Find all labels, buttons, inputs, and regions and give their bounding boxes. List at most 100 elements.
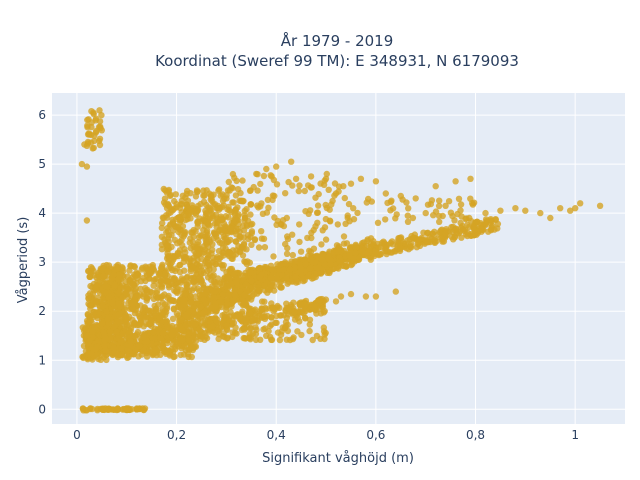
data-point bbox=[243, 246, 250, 253]
data-point bbox=[242, 314, 249, 322]
data-point bbox=[452, 178, 459, 185]
data-point bbox=[248, 241, 255, 248]
data-point bbox=[263, 264, 270, 271]
data-point bbox=[104, 268, 112, 275]
data-point bbox=[463, 215, 470, 222]
data-point bbox=[442, 202, 449, 209]
data-point bbox=[314, 202, 322, 209]
data-point bbox=[201, 308, 208, 315]
data-point bbox=[291, 258, 298, 265]
data-point bbox=[291, 264, 298, 271]
data-point bbox=[135, 353, 142, 360]
data-point bbox=[248, 277, 255, 285]
y-tick-label: 2 bbox=[38, 304, 46, 318]
data-point bbox=[241, 258, 248, 265]
data-point bbox=[270, 176, 278, 184]
data-point bbox=[325, 186, 332, 193]
data-point bbox=[407, 243, 414, 250]
data-point bbox=[392, 288, 399, 295]
data-point bbox=[209, 241, 216, 248]
data-point bbox=[83, 407, 90, 414]
data-point bbox=[240, 240, 248, 247]
data-point bbox=[567, 207, 574, 214]
data-point bbox=[313, 332, 321, 340]
data-point bbox=[211, 201, 219, 208]
data-point bbox=[127, 337, 134, 344]
data-point bbox=[89, 328, 96, 335]
data-point bbox=[253, 326, 260, 333]
data-point bbox=[230, 297, 237, 304]
data-point bbox=[103, 308, 110, 315]
data-point bbox=[316, 297, 324, 304]
data-point bbox=[197, 200, 204, 208]
data-point bbox=[422, 209, 429, 217]
data-point bbox=[177, 336, 184, 343]
data-point bbox=[92, 345, 99, 353]
data-point bbox=[227, 225, 234, 232]
data-point bbox=[283, 250, 291, 257]
data-point bbox=[231, 287, 238, 294]
data-point bbox=[283, 214, 290, 222]
data-point bbox=[286, 336, 294, 344]
data-point bbox=[157, 264, 165, 272]
data-point bbox=[91, 132, 98, 139]
data-point bbox=[214, 275, 222, 282]
data-point bbox=[436, 218, 443, 225]
data-point bbox=[146, 270, 153, 277]
data-point bbox=[474, 218, 481, 226]
data-point bbox=[241, 207, 248, 215]
y-tick-label: 3 bbox=[38, 255, 46, 269]
data-point bbox=[306, 321, 313, 328]
data-point bbox=[94, 407, 101, 414]
data-point bbox=[357, 175, 365, 182]
data-point bbox=[252, 336, 260, 344]
data-point bbox=[98, 112, 105, 119]
data-point bbox=[261, 244, 269, 251]
data-point bbox=[163, 349, 170, 356]
data-point bbox=[195, 250, 203, 257]
data-point bbox=[250, 290, 258, 298]
data-point bbox=[457, 207, 464, 214]
data-point bbox=[305, 273, 312, 280]
data-point bbox=[306, 265, 313, 272]
data-point bbox=[180, 351, 188, 358]
data-point bbox=[512, 205, 519, 212]
data-point bbox=[116, 288, 123, 295]
data-point bbox=[252, 306, 259, 313]
data-point bbox=[197, 303, 205, 311]
data-point bbox=[342, 220, 349, 227]
data-point bbox=[202, 207, 209, 214]
x-tick-label: 0,4 bbox=[267, 428, 286, 442]
data-point bbox=[219, 283, 226, 290]
data-point bbox=[171, 353, 178, 360]
data-point bbox=[209, 214, 216, 221]
data-points bbox=[78, 107, 604, 414]
data-point bbox=[263, 165, 270, 173]
data-point bbox=[308, 234, 315, 242]
data-point bbox=[296, 238, 303, 246]
data-point bbox=[409, 214, 417, 222]
data-point bbox=[84, 131, 92, 138]
data-point bbox=[86, 337, 94, 344]
data-point bbox=[243, 287, 250, 294]
data-point bbox=[104, 315, 112, 323]
data-point bbox=[487, 216, 494, 223]
data-point bbox=[187, 299, 195, 306]
data-point bbox=[312, 223, 319, 230]
data-point bbox=[102, 335, 109, 342]
data-point bbox=[84, 116, 91, 124]
data-point bbox=[98, 127, 106, 134]
data-point bbox=[303, 300, 310, 308]
data-point bbox=[194, 207, 201, 215]
data-point bbox=[306, 327, 313, 335]
data-point bbox=[243, 221, 250, 229]
data-point bbox=[151, 335, 158, 342]
data-point bbox=[96, 107, 103, 114]
data-point bbox=[210, 258, 217, 265]
data-point bbox=[109, 297, 116, 304]
data-point bbox=[159, 342, 166, 349]
data-point bbox=[163, 189, 171, 196]
data-point bbox=[88, 405, 96, 413]
data-point bbox=[231, 329, 239, 336]
data-point bbox=[282, 240, 289, 248]
